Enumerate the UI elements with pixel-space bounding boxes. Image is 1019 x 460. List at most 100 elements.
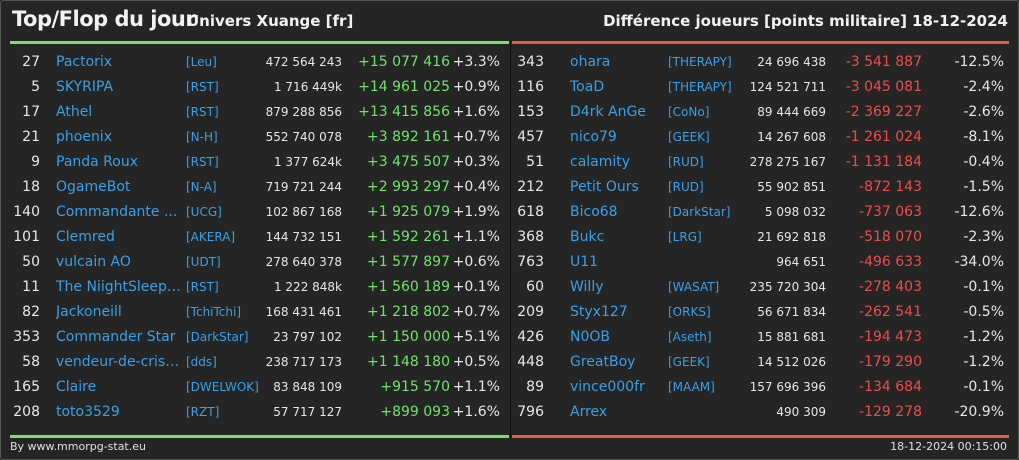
player-link[interactable]: GreatBoy [570,354,636,370]
table-row: 5 SKYRIPA [RST] 1 716 449k +14 961 025 +0.9% [10,75,509,100]
alliance-link[interactable]: [LRG] [668,230,702,244]
percent-cell: +3.3% [452,54,500,70]
footer-credit: By www.mmorpg-stat.eu [10,440,146,453]
rank-cell: 18 [22,179,40,195]
rank-cell: 763 [517,254,544,270]
rank-cell: 796 [517,404,544,420]
table-row: 17 Athel [RST] 879 288 856 +13 415 856 +1.6% [10,100,509,125]
player-link[interactable]: Styx127 [570,304,628,320]
diff-cell: +14 961 025 [358,79,450,95]
points-cell: 102 867 168 [265,205,342,219]
alliance-link[interactable]: [GEEK] [668,355,710,369]
player-link[interactable]: Panda Roux [56,154,139,170]
table-row: 353 Commander Star [DarkStar] 23 797 102 +1 … [10,325,509,350]
alliance-link[interactable]: [TchiTchi] [186,305,242,319]
alliance-link[interactable]: [UCG] [186,205,222,219]
table-row: 9 Panda Roux [RST] 1 377 624k +3 475 507 +0.3… [10,150,509,175]
player-link[interactable]: Claire [56,379,97,395]
points-cell: 1 377 624k [273,155,342,169]
percent-cell: -0.1% [963,279,1004,295]
rank-cell: 17 [22,104,40,120]
table-row: 82 Jackoneill [TchiTchi] 168 431 461 +1 218 … [10,300,509,325]
alliance-link[interactable]: [dds] [186,355,217,369]
rank-cell: 457 [517,129,544,145]
player-link[interactable]: ToaD [570,79,605,95]
player-link[interactable]: Arrex [570,404,608,420]
rank-cell: 5 [31,79,40,95]
percent-cell: +0.9% [452,79,500,95]
player-link[interactable]: calamity [570,154,631,170]
alliance-link[interactable]: [UDT] [186,255,221,269]
alliance-link[interactable]: [DarkStar] [668,205,731,219]
alliance-link[interactable]: [THERAPY] [668,80,732,94]
player-link[interactable]: Pactorix [56,54,113,70]
player-link[interactable]: Petit Ours [570,179,639,195]
player-link[interactable]: vendeur-de-crista... [56,354,184,370]
alliance-link[interactable]: [RST] [186,80,219,94]
player-link[interactable]: vulcain AO [56,254,131,270]
player-link[interactable]: Commandante ... [56,204,178,220]
player-link[interactable]: D4rk AnGe [570,104,646,120]
table-row: 51 calamity [RUD] 278 275 167 -1 131 184 -0.4… [512,150,1009,175]
percent-cell: +0.7% [452,304,500,320]
alliance-link[interactable]: [WASAT] [668,280,720,294]
player-link[interactable]: OgameBot [56,179,131,195]
metric-label: Différence joueurs [points militaire] [603,12,907,30]
diff-cell: -1 261 024 [845,129,922,145]
alliance-link[interactable]: [DWELWOK] [186,380,259,394]
points-cell: 21 692 818 [757,230,826,244]
table-row: 116 ToaD [THERAPY] 124 521 711 -3 045 081 -2.… [512,75,1009,100]
player-link[interactable]: toto3529 [56,404,120,420]
alliance-link[interactable]: [CoNo] [668,105,710,119]
player-link[interactable]: Athel [56,104,93,120]
player-link[interactable]: vince000fr [570,379,645,395]
player-link[interactable]: ohara [570,54,611,70]
diff-cell: -194 473 [859,329,922,345]
rank-cell: 208 [13,404,40,420]
player-link[interactable]: Clemred [56,229,115,245]
player-link[interactable]: The NiightSleepe... [56,279,184,295]
table-row: 212 Petit Ours [RUD] 55 902 851 -872 143 -1.5… [512,175,1009,200]
rank-cell: 11 [22,279,40,295]
alliance-link[interactable]: [AKERA] [186,230,236,244]
table-row: 58 vendeur-de-crista... [dds] 238 717 173 +1… [10,350,509,375]
alliance-link[interactable]: [Aseth] [668,330,712,344]
percent-cell: +0.7% [452,129,500,145]
alliance-link[interactable]: [RUD] [668,180,704,194]
alliance-link[interactable]: [RZT] [186,405,220,419]
alliance-link[interactable]: [Leu] [186,55,217,69]
player-link[interactable]: Commander Star [56,329,176,345]
points-cell: 238 717 173 [265,355,342,369]
alliance-link[interactable]: [ORKS] [668,305,711,319]
alliance-link[interactable]: [RST] [186,280,219,294]
player-link[interactable]: SKYRIPA [56,79,114,95]
points-cell: 56 671 834 [757,305,826,319]
alliance-link[interactable]: [MAAM] [668,380,715,394]
percent-cell: -12.5% [954,54,1004,70]
points-cell: 472 564 243 [265,55,342,69]
player-link[interactable]: Jackoneill [56,304,122,320]
player-link[interactable]: Bukc [570,229,605,245]
percent-cell: +1.1% [452,379,500,395]
alliance-link[interactable]: [N-A] [186,180,217,194]
alliance-link[interactable]: [GEEK] [668,130,710,144]
player-link[interactable]: Bico68 [570,204,618,220]
player-link[interactable]: Willy [570,279,604,295]
player-link[interactable]: U11 [570,254,599,270]
percent-cell: +0.1% [452,279,500,295]
points-cell: 55 902 851 [757,180,826,194]
player-link[interactable]: N0OB [570,329,611,345]
player-link[interactable]: nico79 [570,129,617,145]
alliance-link[interactable]: [RST] [186,155,219,169]
alliance-link[interactable]: [RST] [186,105,219,119]
alliance-link[interactable]: [N-H] [186,130,218,144]
alliance-link[interactable]: [THERAPY] [668,55,732,69]
alliance-link[interactable]: [RUD] [668,155,704,169]
diff-cell: -737 063 [859,204,922,220]
player-link[interactable]: phoenix [56,129,112,145]
diff-cell: -1 131 184 [845,154,922,170]
alliance-link[interactable]: [DarkStar] [186,330,249,344]
points-cell: 168 431 461 [265,305,342,319]
rank-cell: 165 [13,379,40,395]
